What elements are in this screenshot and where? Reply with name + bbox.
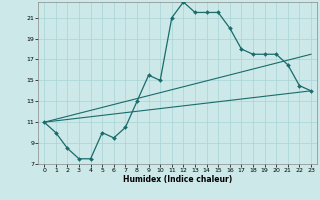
- X-axis label: Humidex (Indice chaleur): Humidex (Indice chaleur): [123, 175, 232, 184]
